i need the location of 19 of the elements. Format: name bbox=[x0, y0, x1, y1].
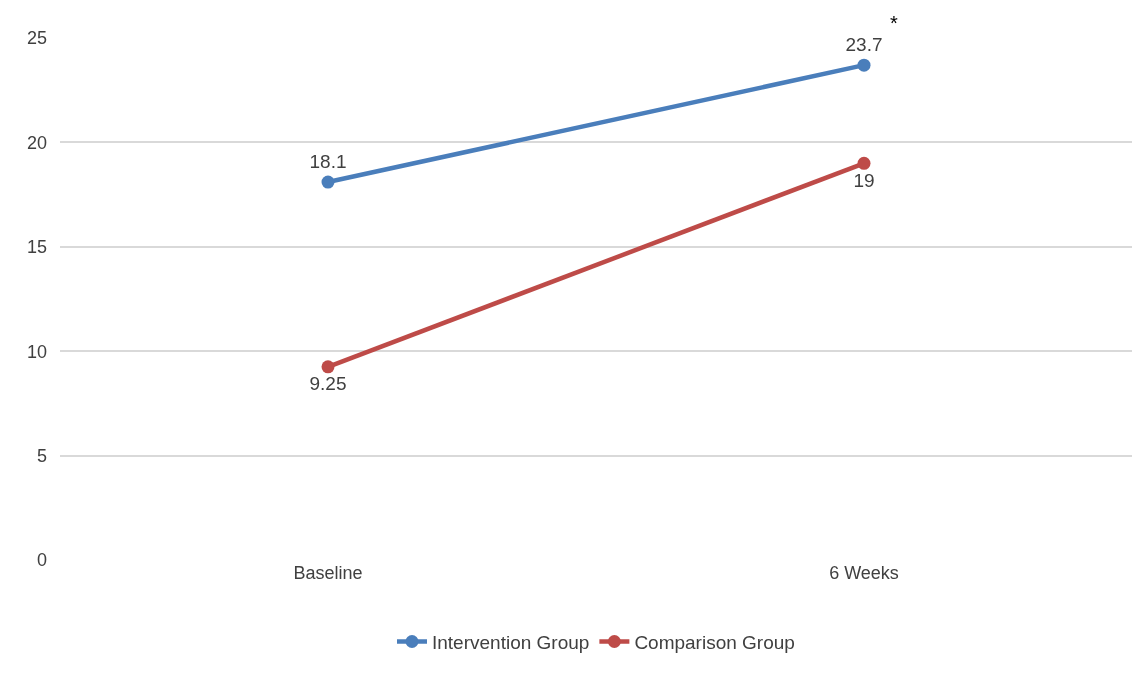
x-tick-label: 6 Weeks bbox=[829, 563, 899, 583]
legend-label: Comparison Group bbox=[634, 631, 795, 653]
y-tick-label: 20 bbox=[26, 132, 47, 153]
y-tick-label: 0 bbox=[36, 550, 47, 571]
y-tick-label: 5 bbox=[36, 445, 47, 466]
point bbox=[857, 156, 871, 170]
data-label: 9.25 bbox=[309, 373, 347, 395]
data-label: 23.7 bbox=[845, 34, 883, 56]
legend-label: Intervention Group bbox=[432, 631, 590, 653]
point bbox=[857, 58, 871, 72]
annotation: * bbox=[890, 12, 898, 34]
data-label: 18.1 bbox=[309, 151, 347, 173]
data-label: 19 bbox=[853, 169, 875, 191]
y-tick-label: 25 bbox=[26, 28, 47, 49]
point bbox=[321, 360, 335, 374]
point bbox=[321, 175, 335, 189]
y-tick-label: 10 bbox=[26, 341, 47, 362]
x-tick-label: Baseline bbox=[293, 563, 363, 583]
y-tick-label: 15 bbox=[26, 237, 47, 258]
